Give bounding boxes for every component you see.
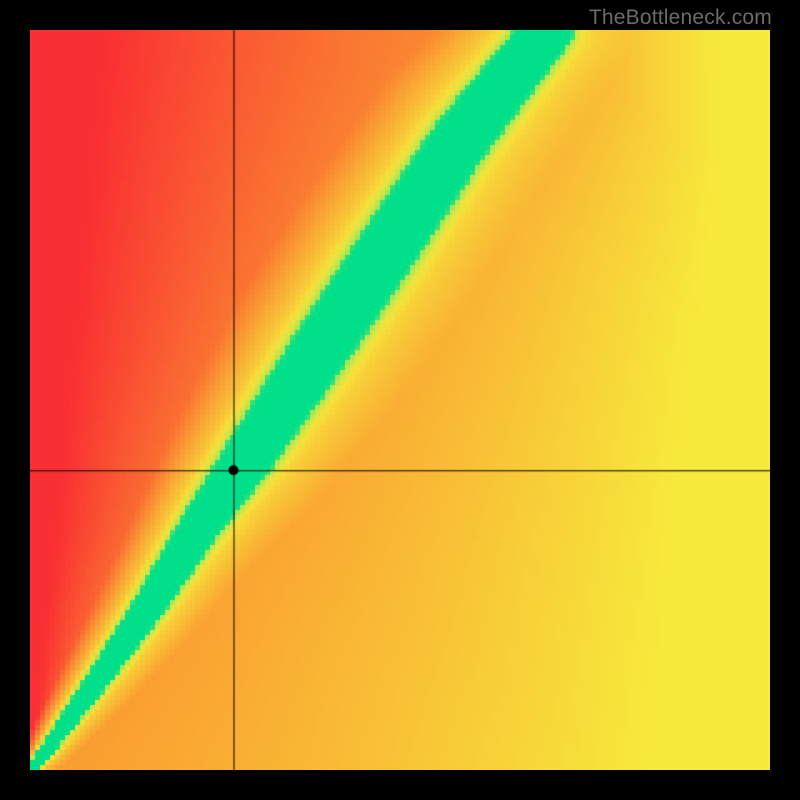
bottleneck-heatmap: [30, 30, 770, 770]
watermark-text: TheBottleneck.com: [589, 6, 772, 30]
chart-container: TheBottleneck.com: [0, 0, 800, 800]
